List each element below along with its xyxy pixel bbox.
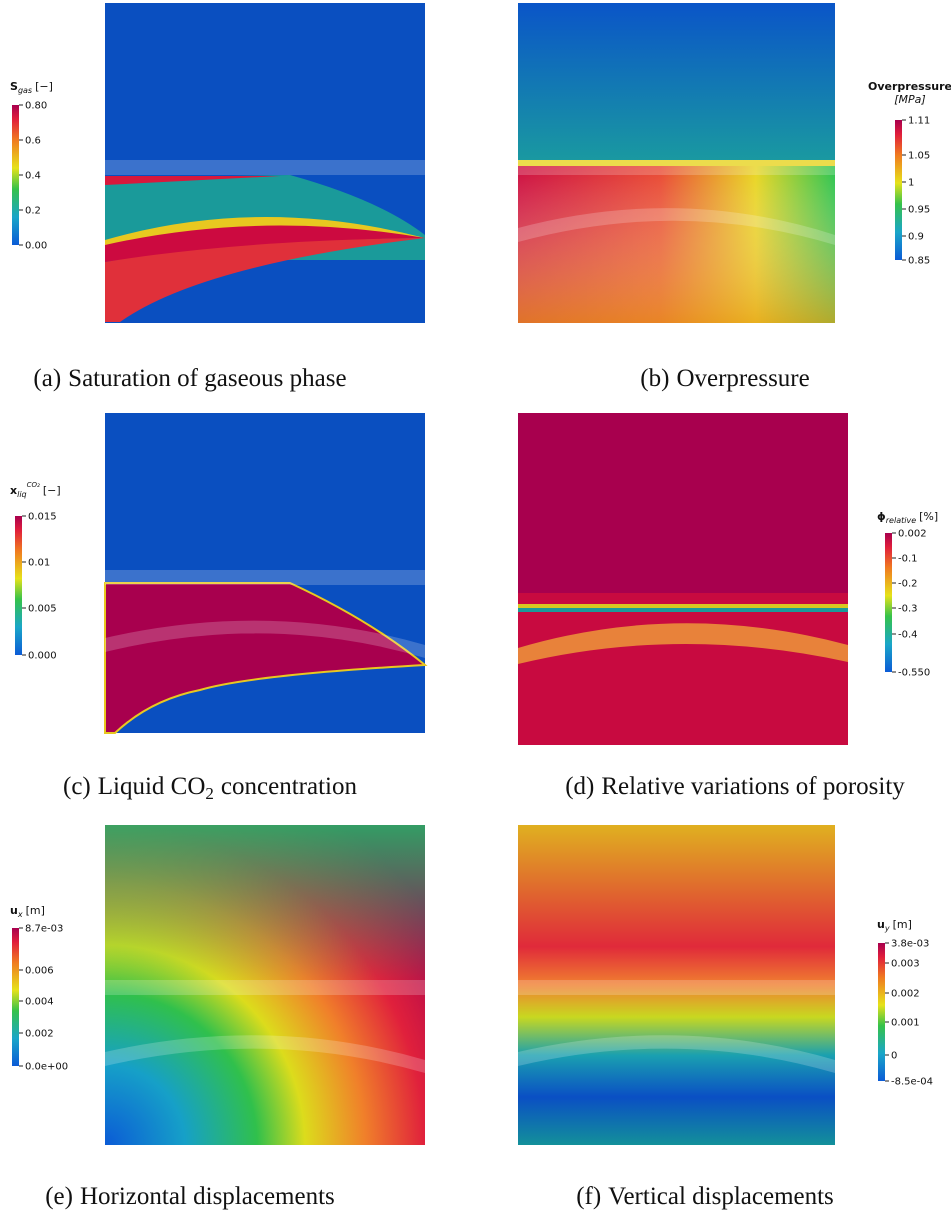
colorbar-tick-label: 0.9 (908, 232, 924, 243)
colorbar-subscript: x (17, 910, 23, 919)
caption-text: Relative variations of porosity (601, 773, 905, 800)
colorbar-tick-label: 0.00 (25, 241, 47, 252)
caption: (b) Overpressure (640, 365, 809, 392)
caption-subscript: 2 (205, 784, 214, 803)
colorbar-subscript: gas (18, 86, 32, 95)
colorbar-symbol: ϕ (877, 510, 886, 523)
colorbar-tick-label: 0.2 (25, 206, 41, 217)
colorbar-tick-label: -0.1 (898, 554, 918, 565)
caption-text: Vertical displacements (608, 1183, 834, 1210)
panel: 3.8e-03 0.003 0.002 0.001 0 -8.5e-04 uy [m] (f) V… (576, 918, 933, 1210)
caption-label: (c) (63, 773, 91, 800)
colorbar-title: xliqCO₂ [−] (10, 481, 61, 499)
field-b (518, 3, 835, 323)
caption-text: Overpressure (676, 365, 809, 392)
field-f (518, 825, 835, 1145)
colorbar-tick-label: 0.015 (28, 512, 57, 523)
colorbar-tick-label: -8.5e-04 (891, 1077, 933, 1088)
colorbar-symbol: u (877, 918, 885, 931)
caption-text-rest: concentration (221, 773, 358, 800)
caption: (e) Horizontal displacements (45, 1183, 335, 1210)
colorbar-superscript: CO₂ (27, 481, 40, 489)
colorbar-tick-label: 1.05 (908, 151, 930, 162)
field-d (518, 413, 848, 745)
colorbar-unit: [−] (43, 484, 61, 497)
colorbar-tick-label: 0.6 (25, 136, 41, 147)
colorbar-tick-label: 0.002 (25, 1029, 54, 1040)
colorbar (15, 516, 22, 655)
colorbar (878, 943, 885, 1081)
colorbar-symbol: u (10, 904, 18, 917)
colorbar (12, 105, 19, 245)
colorbar-tick-label: 0.002 (891, 989, 920, 1000)
caption: (c) Liquid CO2 concentration (63, 773, 357, 803)
caption-label: (e) (45, 1183, 73, 1210)
colorbar (895, 120, 902, 260)
panel: 0.015 0.01 0.005 0.000 xliqCO₂ [−] (c) Liquid C… (10, 481, 357, 803)
colorbar-tick-label: 0.001 (891, 1018, 920, 1029)
colorbar-subscript: y (884, 924, 890, 933)
caption-label: (d) (565, 773, 594, 800)
colorbar-tick-label: 0.01 (28, 558, 50, 569)
caption: (d) Relative variations of porosity (565, 773, 905, 800)
caption-text: Horizontal displacements (80, 1183, 335, 1210)
colorbar-tick-label: -0.4 (898, 630, 918, 641)
colorbar-symbol: S (10, 80, 18, 93)
colorbar-tick-label: 0.95 (908, 205, 930, 216)
caption-label: (b) (640, 365, 669, 392)
colorbar-tick-label: 8.7e-03 (25, 924, 63, 935)
caption-label: (a) (33, 365, 61, 392)
caption-text: Liquid CO (98, 773, 206, 800)
colorbar-title: ux [m] (10, 904, 45, 919)
colorbar-symbol: Overpressure (868, 80, 951, 93)
colorbar-tick-label: 0.002 (898, 529, 927, 540)
caption: (a) Saturation of gaseous phase (33, 365, 346, 392)
colorbar-tick-label: 0 (891, 1051, 897, 1062)
colorbar-tick-label: 0.006 (25, 966, 54, 977)
colorbar-subscript: relative (886, 516, 916, 525)
colorbar-tick-label: 0.80 (25, 101, 47, 112)
colorbar-title: ϕrelative [%] (877, 510, 938, 525)
colorbar-symbol: x (10, 484, 17, 497)
colorbar (885, 533, 892, 672)
panel: 0.002 -0.1 -0.2 -0.3 -0.4 -0.550 ϕrelative [%] (… (565, 510, 938, 800)
colorbar-title: Overpressure [MPa] (868, 80, 951, 106)
field-c (104, 413, 428, 734)
colorbar-title: uy [m] (877, 918, 912, 933)
field-e (105, 825, 425, 1145)
colorbar-tick-label: 0.003 (891, 959, 920, 970)
field-a (105, 3, 425, 323)
colorbar-unit: [MPa] (894, 93, 925, 106)
colorbar-tick-label: 0.000 (28, 651, 57, 662)
colorbar-tick-label: 1 (908, 178, 914, 189)
colorbar-tick-label: 0.4 (25, 171, 41, 182)
colorbar-tick-label: -0.550 (898, 668, 930, 679)
colorbar-subscript: liq (17, 490, 27, 499)
colorbar (12, 928, 19, 1066)
colorbar-tick-label: -0.3 (898, 604, 918, 615)
colorbar-tick-label: 0.85 (908, 256, 930, 267)
panel: 8.7e-03 0.006 0.004 0.002 0.0e+00 ux [m] (e) Hor… (10, 904, 335, 1210)
colorbar-unit: [m] (26, 904, 45, 917)
caption-text: Saturation of gaseous phase (68, 365, 346, 392)
panel: 0.80 0.6 0.4 0.2 0.00 Sgas [−] (a) Saturation of… (10, 80, 347, 392)
colorbar-unit: [%] (919, 510, 938, 523)
colorbar-tick-label: 0.005 (28, 604, 57, 615)
colorbar-unit: [−] (35, 80, 53, 93)
colorbar-tick-label: -0.2 (898, 579, 918, 590)
colorbar-tick-label: 3.8e-03 (891, 939, 929, 950)
colorbar-tick-label: 1.11 (908, 116, 930, 127)
colorbar-tick-label: 0.0e+00 (25, 1062, 68, 1073)
caption-label: (f) (576, 1183, 601, 1210)
colorbar-unit: [m] (893, 918, 912, 931)
caption: (f) Vertical displacements (576, 1183, 834, 1210)
colorbar-title: Sgas [−] (10, 80, 53, 95)
colorbar-tick-label: 0.004 (25, 997, 54, 1008)
